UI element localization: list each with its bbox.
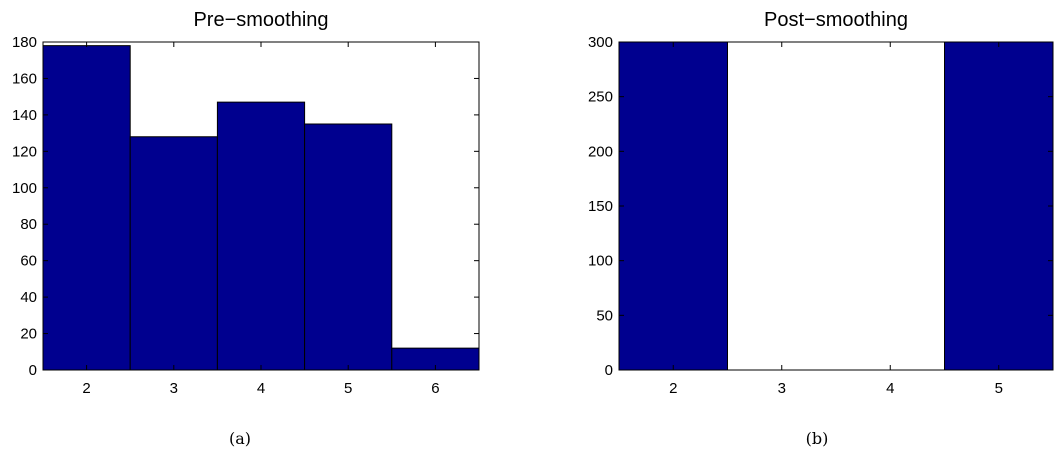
x-axis: 2 3 4 5 — [669, 42, 1003, 397]
y-tick-label: 140 — [12, 107, 37, 124]
bar-4 — [216, 101, 306, 371]
chart-pre-smoothing: Pre−smoothing 2 3 4 5 6 0 20 40 60 80 100 120 140 16… — [12, 9, 480, 448]
y-tick-label: 150 — [588, 198, 613, 215]
y-axis: 0 20 40 60 80 100 120 140 160 180 — [12, 34, 479, 379]
x-tick-label: 5 — [995, 380, 1003, 397]
y-tick-label: 60 — [20, 253, 37, 270]
x-tick-label: 5 — [344, 380, 352, 397]
x-tick-label: 2 — [669, 380, 677, 397]
y-tick-label: 200 — [588, 143, 613, 160]
y-tick-label: 0 — [605, 362, 613, 379]
y-tick-label: 100 — [12, 180, 37, 197]
bar-group — [42, 45, 480, 371]
y-tick-label: 180 — [12, 34, 37, 51]
x-tick-label: 2 — [82, 380, 90, 397]
x-tick-label: 3 — [778, 380, 786, 397]
y-tick-label: 160 — [12, 70, 37, 87]
x-tick-label: 4 — [886, 380, 894, 397]
y-tick-label: 250 — [588, 89, 613, 106]
y-tick-label: 0 — [29, 362, 37, 379]
figure-caption: (a) — [229, 429, 251, 448]
y-tick-label: 50 — [596, 307, 613, 324]
bar-5 — [304, 123, 393, 371]
x-tick-label: 4 — [257, 380, 265, 397]
x-tick-label: 6 — [431, 380, 439, 397]
y-tick-label: 80 — [20, 216, 37, 233]
y-axis: 0 50 100 150 200 250 300 — [588, 34, 1053, 379]
bar-group — [618, 41, 1054, 371]
x-axis: 2 3 4 5 6 — [82, 42, 440, 397]
bar-2 — [618, 41, 728, 371]
y-tick-label: 100 — [588, 253, 613, 270]
bar-3 — [129, 136, 218, 371]
bar-5 — [944, 41, 1054, 371]
chart-title: Pre−smoothing — [193, 9, 328, 31]
chart-post-smoothing: Post−smoothing 2 3 4 5 0 50 100 150 200 250 300 (… — [588, 9, 1054, 448]
y-tick-label: 120 — [12, 143, 37, 160]
chart-title: Post−smoothing — [764, 9, 908, 31]
x-tick-label: 3 — [170, 380, 178, 397]
figure-caption: (b) — [806, 429, 829, 448]
y-tick-label: 300 — [588, 34, 613, 51]
y-tick-label: 20 — [20, 326, 37, 343]
bar-2 — [42, 45, 131, 371]
y-tick-label: 40 — [20, 289, 37, 306]
